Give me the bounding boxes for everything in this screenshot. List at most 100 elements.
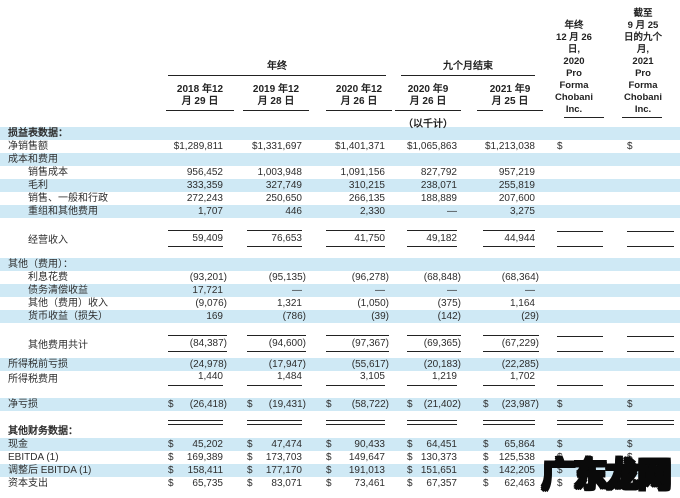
currency-symbol: $ — [326, 399, 332, 410]
value-cell — [539, 218, 609, 230]
column-header-proforma-2021: 截至 9 月 25 日的九个 月, 2021 Pro Forma Chobani… — [623, 8, 662, 115]
value-cell — [609, 371, 680, 386]
value-cell: (17,947) — [268, 359, 306, 370]
value-cell: (39) — [371, 311, 389, 322]
value-cell — [150, 127, 227, 140]
currency-symbol: $ — [557, 478, 563, 489]
currency-symbol: $ — [326, 478, 332, 489]
value-cell: $65,735 — [168, 478, 223, 489]
group-header-year-ended: 年终 — [168, 57, 386, 76]
value-cell — [539, 230, 609, 247]
value-cell — [609, 411, 680, 425]
value-cell — [539, 179, 609, 192]
row-label: 所得税费用 — [8, 374, 58, 385]
currency-symbol: $ — [627, 399, 633, 410]
value-cell — [609, 271, 680, 284]
value-cell — [539, 271, 609, 284]
value-cell: (93,201) — [189, 272, 227, 283]
value-cell: $62,463 — [483, 478, 535, 489]
table-row: 利息花费 (93,201) (95,135) (96,278) (68,848) (68,… — [0, 271, 680, 284]
header-underline — [564, 117, 604, 118]
value-cell: 2,330 — [359, 206, 385, 217]
value-cell: $45,202 — [168, 439, 223, 450]
value-cell — [150, 425, 227, 438]
value-cell: 266,135 — [348, 193, 385, 204]
row-label: 调整后 EBITDA (1) — [8, 465, 92, 476]
value-cell — [150, 258, 227, 271]
value-cell — [227, 218, 306, 230]
value-cell — [389, 386, 461, 398]
table-header: 年终 九个月结束 2018 年12 月 29 日 2019 年12 月 28 日… — [0, 0, 680, 130]
value-cell — [609, 297, 680, 310]
value-cell — [609, 386, 680, 398]
value-cell: $90,433 — [326, 439, 385, 450]
value-cell: (67,229) — [461, 335, 539, 352]
row-label: 经营收入 — [28, 235, 68, 246]
value-cell: — — [292, 285, 302, 296]
currency-symbol: $ — [557, 452, 563, 463]
table-row: 其他费用共计 (84,387) (94,600) (97,367) (69,365) (6… — [0, 335, 680, 352]
currency-symbol: $ — [407, 439, 413, 450]
value-cell — [389, 218, 461, 230]
value-cell — [609, 247, 680, 258]
value-cell — [306, 153, 389, 166]
value-cell: 333,359 — [186, 180, 223, 191]
value-cell — [306, 323, 389, 335]
value-cell — [389, 153, 461, 166]
value-cell — [461, 411, 539, 425]
value-cell — [539, 284, 609, 297]
value-cell — [609, 166, 680, 179]
table-row: 所得税前亏损 (24,978) (17,947) (55,617) (20,183) (2… — [0, 358, 680, 371]
value-cell — [306, 127, 389, 140]
value-cell — [539, 358, 609, 371]
row-label: 所得税前亏损 — [8, 359, 68, 370]
value-cell: $158,411 — [168, 465, 223, 476]
currency-symbol: $ — [407, 465, 413, 476]
value-cell — [609, 205, 680, 218]
value-cell: $ (26,418) — [168, 399, 227, 410]
value-cell — [609, 192, 680, 205]
currency-symbol: $ — [627, 465, 633, 476]
currency-symbol: $ — [483, 399, 489, 410]
currency-symbol: $ — [168, 465, 174, 476]
value-cell: $173,703 — [247, 452, 302, 463]
value-cell — [227, 127, 306, 140]
value-cell: (22,285) — [501, 359, 539, 370]
value-cell — [539, 127, 609, 140]
value-cell — [227, 247, 306, 258]
value-cell: 1,219 — [389, 371, 461, 386]
value-cell — [227, 411, 306, 425]
table-row: 所得税费用 1,440 1,484 3,105 1,219 1,702 — [0, 371, 680, 386]
table-row: 其他（费用）： — [0, 258, 680, 271]
value-cell — [539, 310, 609, 323]
row-label: 利息花费 — [28, 272, 68, 283]
value-cell: $142,205 — [483, 465, 535, 476]
value-cell: (375) — [437, 298, 461, 309]
value-cell: $177,170 — [247, 465, 302, 476]
value-cell: $1,065,863 — [407, 141, 458, 152]
value-cell: (9,076) — [195, 298, 227, 309]
value-cell — [150, 386, 227, 398]
currency-symbol: $ — [557, 465, 563, 476]
currency-symbol: $ — [557, 399, 563, 410]
value-cell: $83,071 — [247, 478, 302, 489]
financial-table: 损益表数据： 净销售额 $1,289,811 $1,331,697 $1,401,371… — [0, 127, 680, 490]
table-row: 调整后 EBITDA (1) $158,411 $177,170 $191,013 $1… — [0, 464, 680, 477]
table-row: 损益表数据： — [0, 127, 680, 140]
currency-symbol: $ — [168, 478, 174, 489]
column-header-2019: 2019 年12 月 28 日 — [243, 84, 309, 111]
value-cell: 327,749 — [265, 180, 302, 191]
value-cell — [539, 192, 609, 205]
value-cell: $191,013 — [326, 465, 385, 476]
table-row: 净销售额 $1,289,811 $1,331,697 $1,401,371 $1,065… — [0, 140, 680, 153]
value-cell — [227, 153, 306, 166]
value-cell: 76,653 — [227, 230, 306, 247]
currency-symbol: $ — [627, 478, 633, 489]
value-cell — [150, 218, 227, 230]
value-cell: $47,474 — [247, 439, 302, 450]
currency-symbol: $ — [627, 452, 633, 463]
value-cell — [227, 425, 306, 438]
value-cell — [539, 297, 609, 310]
currency-symbol: $ — [627, 141, 633, 152]
value-cell — [389, 323, 461, 335]
